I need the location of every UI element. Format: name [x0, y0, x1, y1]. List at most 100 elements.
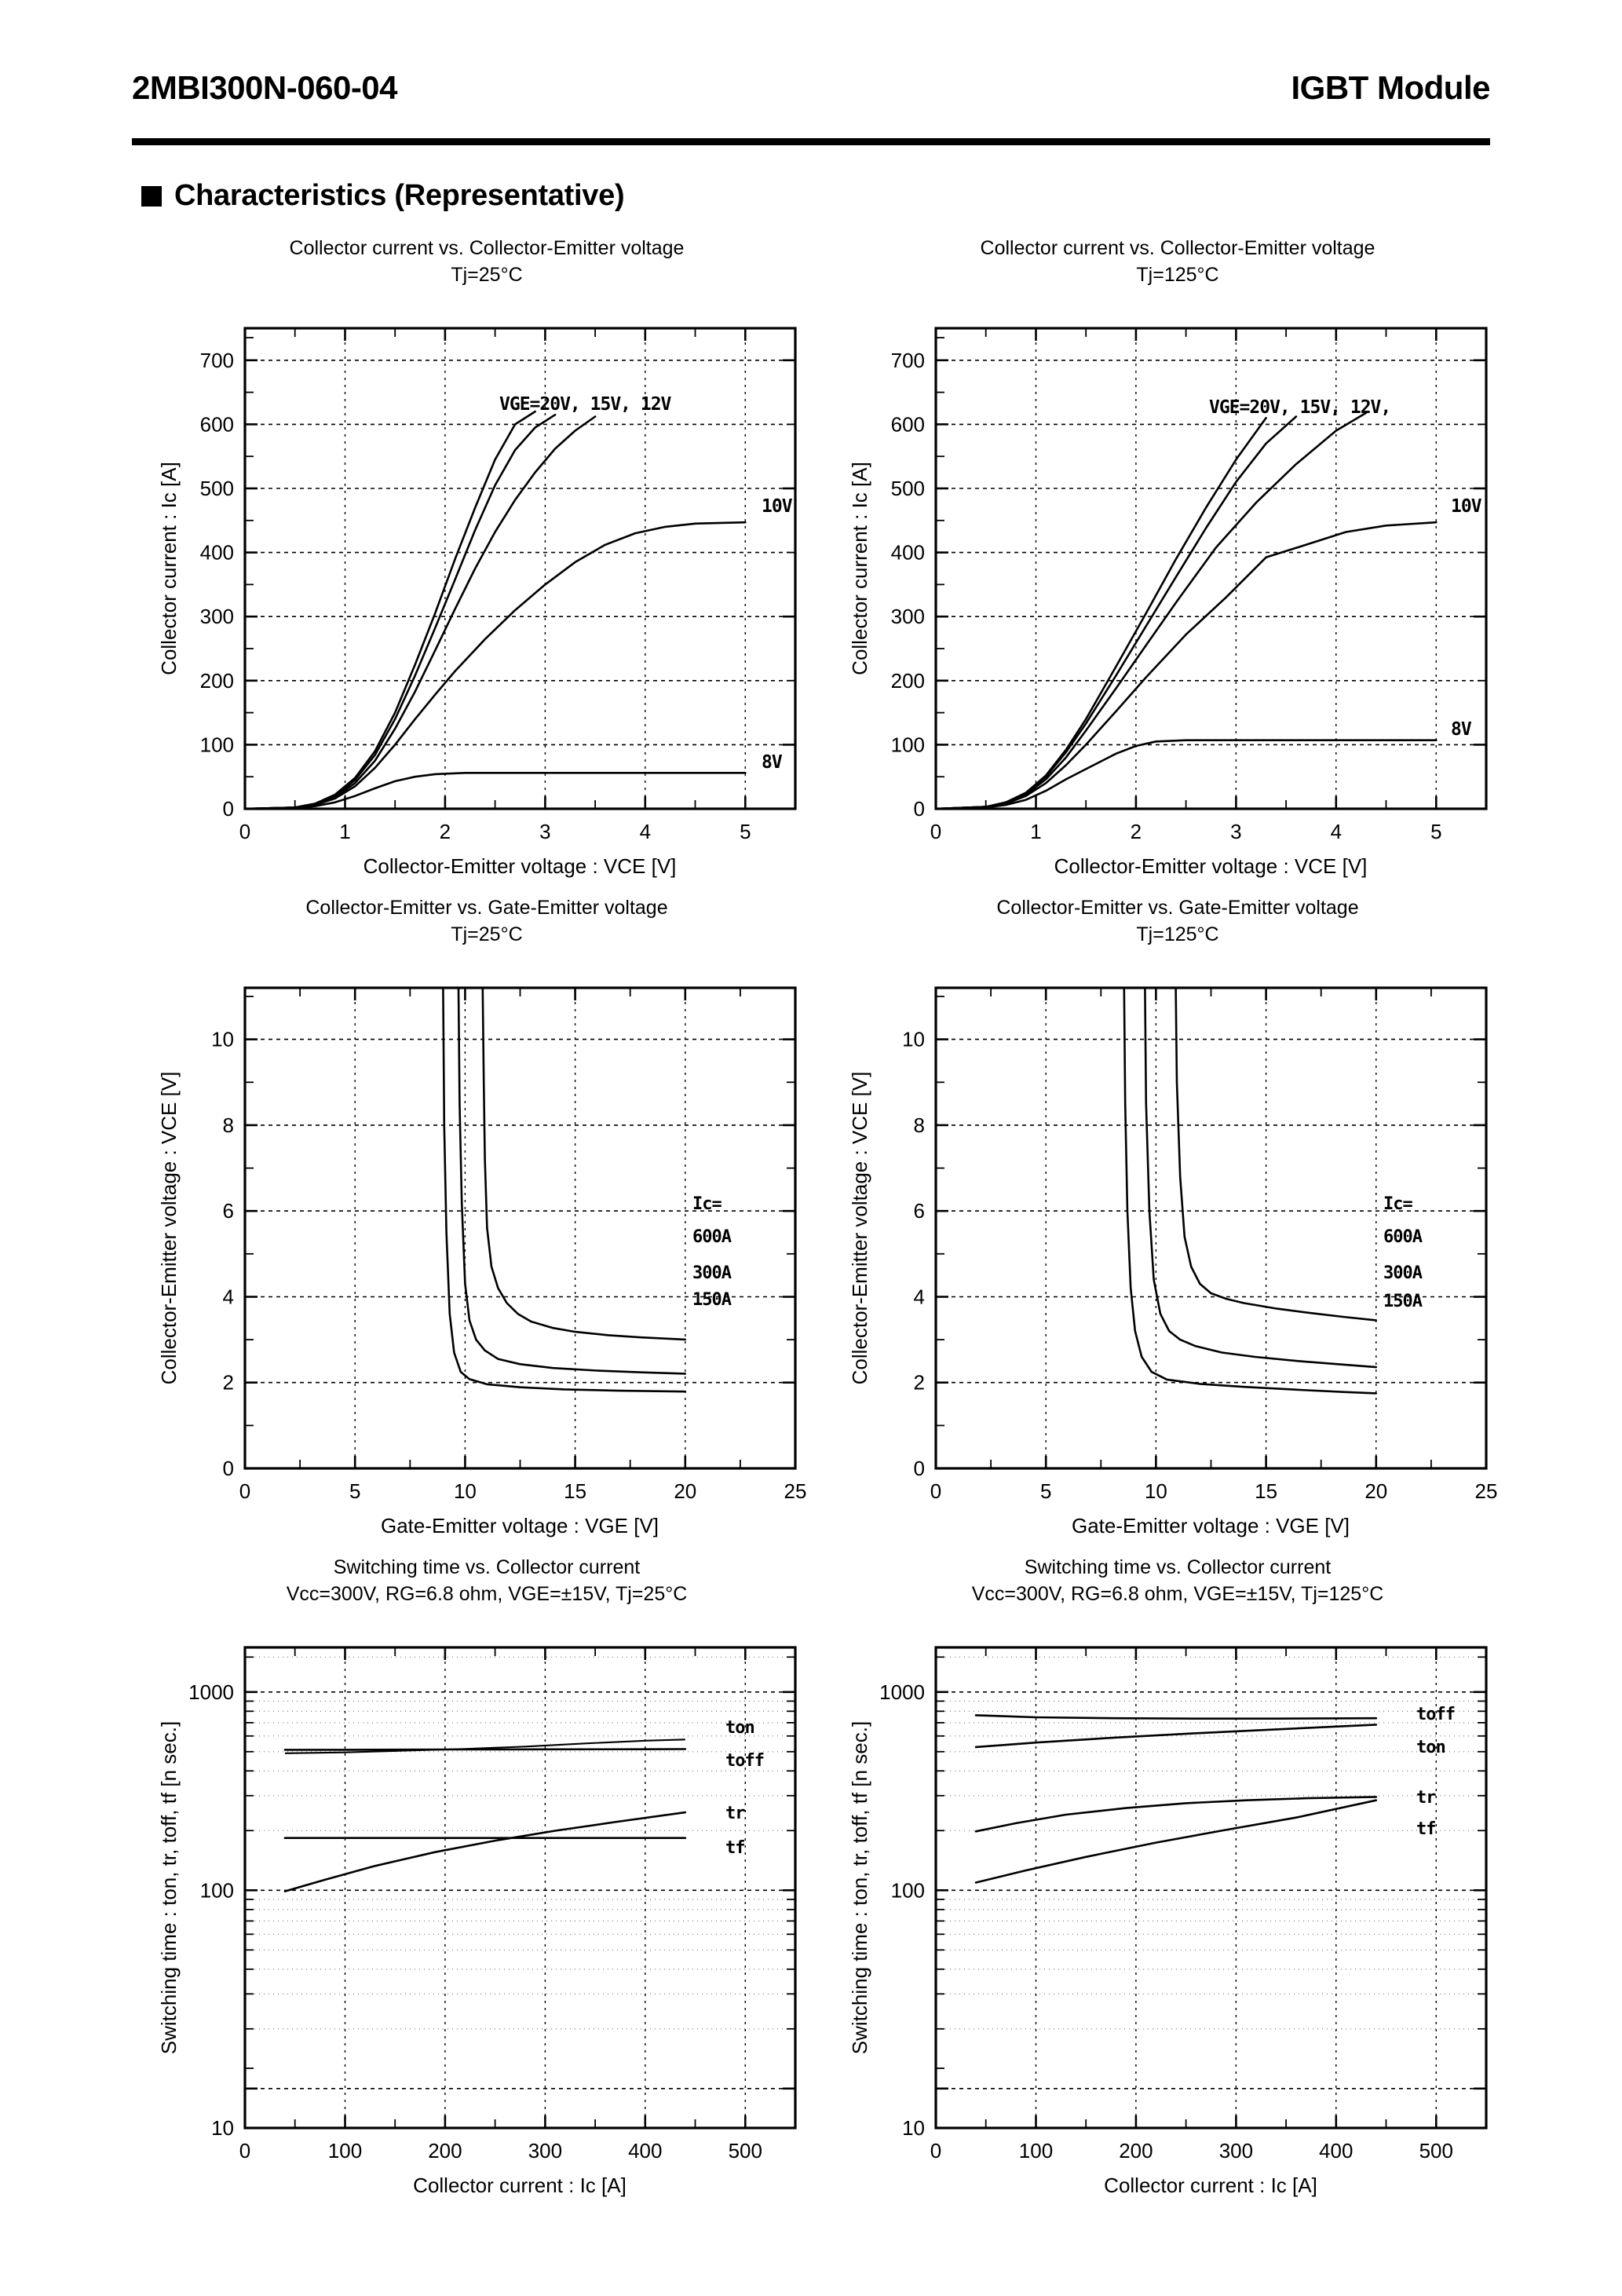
chart-title-line1: Switching time vs. Collector current — [1024, 1556, 1332, 1578]
svg-text:4: 4 — [223, 1285, 234, 1309]
svg-text:500: 500 — [891, 477, 925, 500]
svg-text:5: 5 — [1430, 820, 1441, 843]
y-axis-label: Collector current : Ic [A] — [848, 462, 871, 675]
data-curves — [442, 986, 687, 1393]
annotation-vge-group: VGE=20V, 15V, 12V, — [1209, 397, 1390, 418]
x-tick-labels: 0 100 200 300 400 500 — [239, 2139, 762, 2163]
y-tick-labels: 10 100 1000 — [188, 1680, 234, 2140]
curve-annotations: Ic= 600A 300A 150A — [1383, 1194, 1423, 1311]
svg-text:200: 200 — [891, 669, 925, 693]
annotation-ton: ton — [1416, 1738, 1445, 1757]
svg-text:15: 15 — [1255, 1479, 1277, 1503]
svg-text:200: 200 — [428, 2139, 462, 2163]
chart-title-line1: Collector-Emitter vs. Gate-Emitter volta… — [305, 897, 668, 919]
annotation-ton: ton — [725, 1718, 754, 1738]
plot-frame — [934, 986, 1488, 1470]
data-curves — [243, 410, 747, 810]
svg-text:0: 0 — [239, 2139, 250, 2163]
chart-title: Switching time vs. Collector current Vcc… — [94, 1555, 879, 1607]
svg-text:15: 15 — [564, 1479, 586, 1503]
header-rule — [132, 138, 1490, 145]
x-tick-labels: 0 1 2 3 4 5 — [239, 820, 751, 843]
svg-text:10: 10 — [454, 1479, 477, 1503]
annotation-10v: 10V — [1451, 496, 1482, 517]
svg-text:400: 400 — [200, 541, 234, 565]
x-tick-labels: 0 100 200 300 400 500 — [930, 2139, 1453, 2163]
svg-text:300: 300 — [891, 605, 925, 628]
chart-title-line1: Switching time vs. Collector current — [333, 1556, 641, 1578]
svg-text:700: 700 — [200, 349, 234, 372]
chart-tsw-ic-25: Switching time vs. Collector current Vcc… — [94, 1555, 879, 2214]
y-tick-labels: 0 100 200 300 400 500 600 700 — [200, 349, 234, 821]
data-curves — [934, 411, 1438, 810]
svg-text:5: 5 — [1040, 1479, 1051, 1503]
y-tick-labels: 0 2 4 6 8 10 — [211, 1028, 234, 1480]
svg-text:0: 0 — [930, 1479, 941, 1503]
svg-text:10: 10 — [1145, 1479, 1167, 1503]
chart-title-line1: Collector-Emitter vs. Gate-Emitter volta… — [996, 897, 1359, 919]
plot-frame — [243, 327, 797, 810]
chart-title-line2: Tj=125°C — [1136, 923, 1219, 945]
svg-text:10: 10 — [211, 1028, 234, 1051]
annotation-600a: 600A — [1383, 1227, 1423, 1247]
chart-tsw-ic-125: Switching time vs. Collector current Vcc… — [785, 1555, 1570, 2214]
y-tick-labels: 10 100 1000 — [879, 1680, 925, 2140]
svg-text:0: 0 — [223, 1457, 234, 1480]
plot-frame — [243, 986, 797, 1470]
svg-text:200: 200 — [1119, 2139, 1153, 2163]
curve-annotations: ton toff tr tf — [725, 1718, 765, 1858]
x-axis-label: Collector current : Ic [A] — [413, 2174, 627, 2197]
gridlines — [245, 1647, 795, 2128]
plot-area: toff ton tr tf 10 100 1000 0 100 — [785, 1555, 1570, 2214]
svg-text:200: 200 — [200, 669, 234, 693]
curve-annotations: VGE=20V, 15V, 12V 10V 8V — [499, 394, 794, 773]
annotation-ic-label: Ic= — [692, 1194, 721, 1214]
y-axis-label: Switching time : ton, tr, toff, tf [n se… — [157, 1721, 181, 2054]
plot-frame — [243, 1646, 797, 2130]
chart-title-line1: Collector current vs. Collector-Emitter … — [289, 237, 685, 259]
chart-title-line2: Vcc=300V, RG=6.8 ohm, VGE=±15V, Tj=125°C — [971, 1582, 1384, 1605]
svg-text:5: 5 — [740, 820, 751, 843]
svg-text:10: 10 — [902, 1028, 925, 1051]
svg-text:100: 100 — [200, 733, 234, 756]
annotation-toff: toff — [1416, 1705, 1455, 1724]
annotation-300a: 300A — [1383, 1263, 1423, 1283]
svg-text:400: 400 — [891, 541, 925, 565]
curve-annotations: toff ton tr tf — [1416, 1705, 1456, 1839]
annotation-tr: tr — [1416, 1788, 1436, 1808]
annotation-10v: 10V — [762, 496, 793, 517]
x-tick-labels: 0 5 10 15 20 25 — [930, 1479, 1498, 1503]
svg-text:0: 0 — [239, 820, 250, 843]
annotation-toff: toff — [725, 1751, 764, 1771]
data-curves — [1123, 986, 1378, 1395]
filled-square-icon — [141, 185, 162, 207]
svg-text:6: 6 — [223, 1199, 234, 1223]
chart-title: Collector-Emitter vs. Gate-Emitter volta… — [94, 895, 879, 948]
svg-text:100: 100 — [200, 1878, 234, 1902]
gridlines — [245, 328, 795, 809]
part-number: 2MBI300N-060-04 — [132, 69, 398, 106]
svg-text:0: 0 — [914, 797, 925, 821]
svg-text:500: 500 — [729, 2139, 762, 2163]
svg-text:0: 0 — [930, 2139, 941, 2163]
chart-vce-vge-25: Collector-Emitter vs. Gate-Emitter volta… — [94, 895, 879, 1555]
svg-text:2: 2 — [1131, 820, 1142, 843]
annotation-8v: 8V — [762, 752, 783, 773]
y-tick-labels: 0 100 200 300 400 500 600 700 — [891, 349, 925, 821]
charts-container: Collector current vs. Collector-Emitter … — [0, 236, 1622, 2214]
svg-text:300: 300 — [200, 605, 234, 628]
svg-text:4: 4 — [640, 820, 651, 843]
curve-annotations: Ic= 600A 300A 150A — [692, 1194, 732, 1310]
annotation-tf: tf — [1416, 1819, 1436, 1839]
y-axis-label: Collector-Emitter voltage : VCE [V] — [848, 1072, 871, 1385]
chart-vce-vge-125: Collector-Emitter vs. Gate-Emitter volta… — [785, 895, 1570, 1555]
svg-text:1: 1 — [339, 820, 350, 843]
x-axis-label: Gate-Emitter voltage : VGE [V] — [381, 1514, 659, 1537]
svg-text:25: 25 — [1475, 1479, 1498, 1503]
svg-text:0: 0 — [930, 820, 941, 843]
x-axis-label: Collector-Emitter voltage : VCE [V] — [363, 854, 677, 878]
svg-text:700: 700 — [891, 349, 925, 372]
axis-ticks — [243, 1647, 795, 2130]
svg-text:600: 600 — [200, 412, 234, 436]
